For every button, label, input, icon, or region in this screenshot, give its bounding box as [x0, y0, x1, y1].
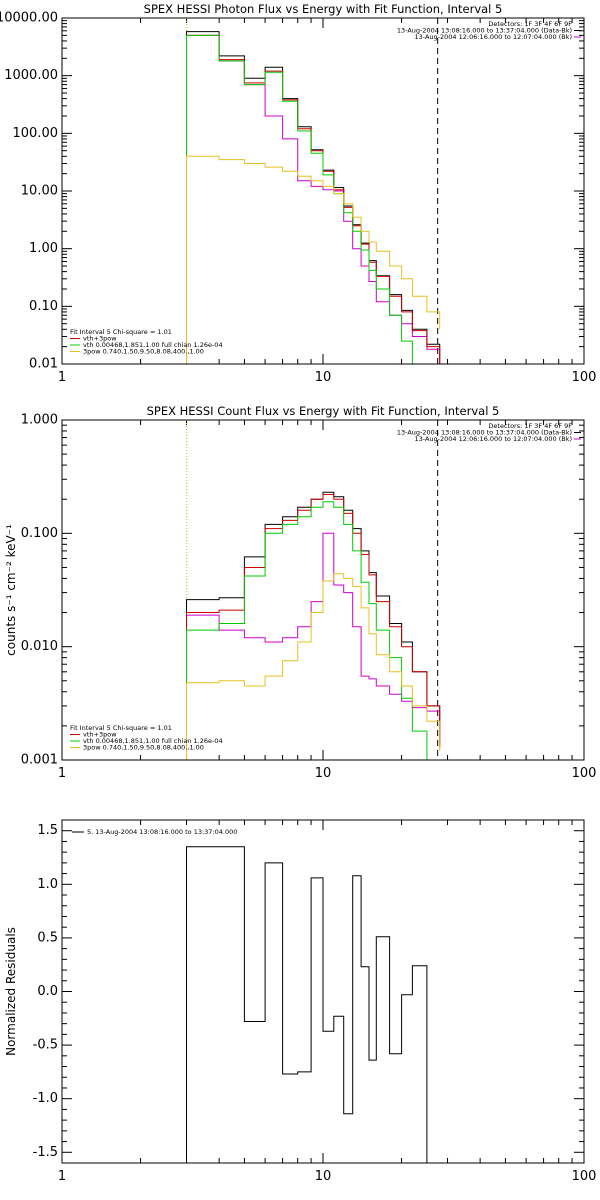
x-tick-label: 100: [572, 766, 597, 781]
series-3pow: [186, 155, 441, 364]
x-tick-label: 10: [315, 766, 332, 781]
y-tick-label: 0.001: [21, 753, 58, 768]
header-line: Detectors: 1F 3F 4F 6F 9F: [488, 422, 572, 430]
plot-data: [186, 18, 441, 364]
series-data: [186, 31, 441, 364]
series-residuals: [186, 846, 440, 1163]
legend-entry: 3pow 0.740,1.50,9.50,8.08,400.,1.00: [83, 744, 204, 752]
x-tick-label: 1: [58, 1169, 66, 1184]
header-line: 13-Aug-2004 13:08:16.000 to 13:37:04.000…: [397, 27, 572, 35]
series-vth+3pow: [186, 34, 441, 364]
series-vth: [186, 34, 427, 364]
legend-entry: vth+3pow: [83, 731, 117, 739]
y-tick-label: 0.01: [29, 357, 58, 372]
plot-frame: [61, 17, 585, 365]
y-tick-label: 1.000: [21, 413, 58, 428]
chart-panel-3: Normalized Residuals 1 10 100 -1.5 -1.0 -0.5 0.…: [4, 819, 597, 1184]
series-background: [186, 532, 441, 760]
series-3pow: [186, 573, 441, 760]
y-axis-label: counts s⁻¹ cm⁻² keV⁻¹: [4, 524, 18, 656]
y-tick-label: 0.10: [29, 299, 58, 314]
legend-entry: vth 0.00468,1.851,1.00 full chian 1.26e-…: [83, 341, 223, 349]
y-tick-label: -1.0: [33, 1091, 58, 1106]
legend-entry: 3pow 0.740,1.50,9.50,8.08,400.,1.00: [83, 348, 204, 356]
y-tick-label: 10.00: [21, 184, 58, 199]
plot-data: [186, 420, 441, 760]
y-tick-label: 1.0: [37, 877, 58, 892]
plot-frame: [61, 419, 585, 761]
y-tick-label: -0.5: [33, 1038, 58, 1053]
chart-panel-2: SPEX HESSI Count Flux vs Energy with Fit…: [4, 404, 597, 781]
x-tick-label: 10: [315, 1169, 332, 1184]
header-line: 13-Aug-2004 12:06:16.000 to 12:07:04.000…: [415, 33, 572, 41]
y-tick-label: -1.5: [33, 1145, 58, 1160]
header-line: Detectors: 1F 3F 4F 6F 9F: [488, 20, 572, 28]
y-tick-label: 1.5: [37, 823, 58, 838]
y-axis-label: Normalized Residuals: [4, 927, 18, 1056]
chart-title: SPEX HESSI Photon Flux vs Energy with Fi…: [144, 2, 503, 16]
series-background: [186, 34, 441, 364]
y-tick-label: 0.010: [21, 639, 58, 654]
y-tick-label: 1.00: [29, 241, 58, 256]
header-line: 13-Aug-2004 13:08:16.000 to 13:37:04.000…: [397, 429, 572, 437]
chart-title: SPEX HESSI Count Flux vs Energy with Fit…: [147, 404, 500, 418]
x-tick-label: 100: [572, 1169, 597, 1184]
series-vth: [186, 501, 428, 760]
y-tick-label: 10000.00: [0, 11, 58, 26]
series-vth+3pow: [186, 494, 441, 760]
legend-entry: vth+3pow: [83, 335, 117, 343]
header-line: 13-Aug-2004 12:06:16.000 to 12:07:04.000…: [415, 435, 572, 443]
plot-data: [186, 846, 440, 1163]
legend-title: Fit Interval 5 Chi-square = 1.01: [70, 724, 172, 732]
series-data: [186, 491, 441, 760]
x-tick-label: 1: [58, 766, 66, 781]
legend-entry: vth 0.00468,1.851,1.00 full chian 1.26e-…: [83, 737, 223, 745]
y-tick-label: 100.00: [13, 126, 59, 141]
chart-panel-1: SPEX HESSI Photon Flux vs Energy with Fi…: [0, 2, 596, 385]
x-tick-label: 1: [58, 370, 66, 385]
legend-entry: 5. 13-Aug-2004 13:08:16.000 to 13:37:04.…: [87, 828, 237, 836]
x-tick-label: 10: [315, 370, 332, 385]
y-tick-label: 0.5: [37, 930, 58, 945]
plot-frame: [61, 819, 585, 1164]
y-tick-label: 0.100: [21, 526, 58, 541]
legend-title: Fit Interval 5 Chi-square = 1.01: [70, 328, 172, 336]
y-tick-label: 0.0: [37, 984, 58, 999]
y-tick-label: 1000.00: [4, 68, 58, 83]
x-tick-label: 100: [572, 370, 597, 385]
